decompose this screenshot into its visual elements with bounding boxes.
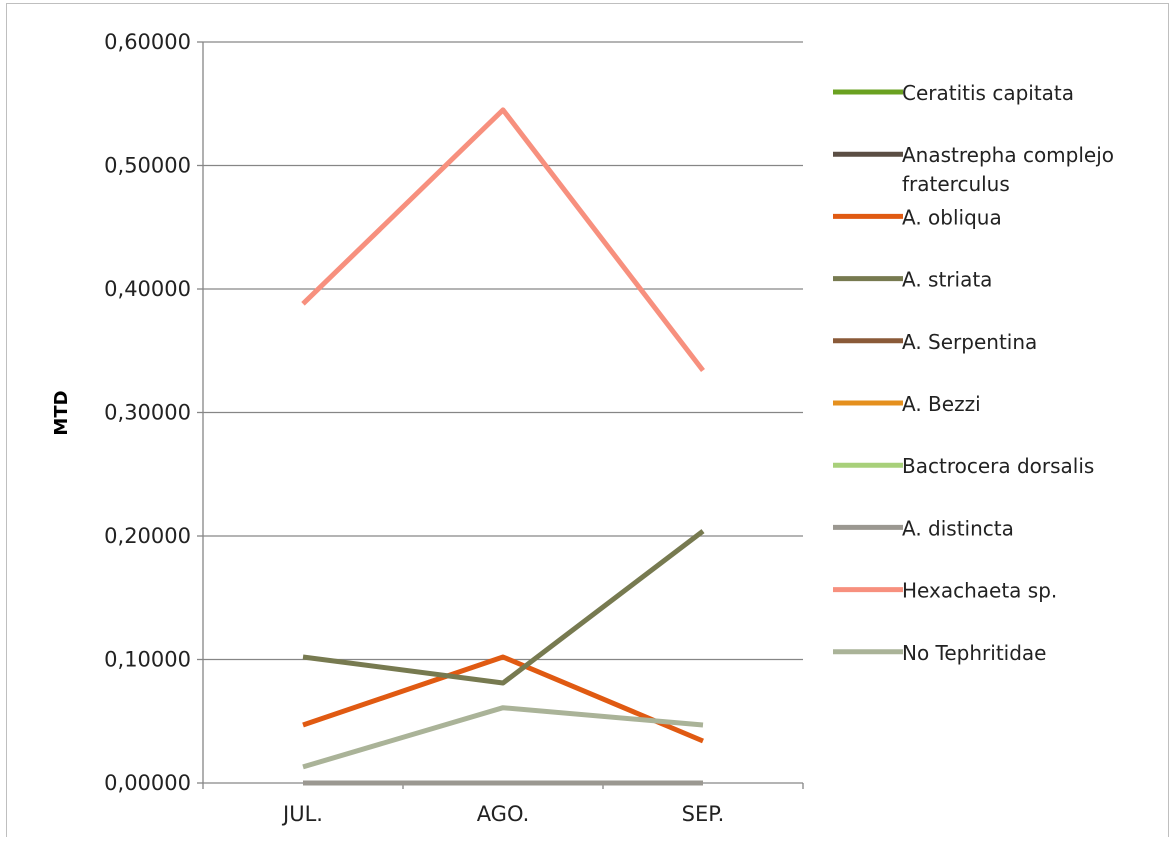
- legend-label: A. striata: [902, 268, 992, 292]
- x-tick-label: JUL.: [281, 802, 323, 826]
- y-tick-label: 0,60000: [104, 30, 191, 54]
- series-line: [302, 529, 705, 686]
- legend-label: A. Serpentina: [902, 330, 1037, 354]
- x-tick-label: AGO.: [477, 802, 530, 826]
- legend-label: No Tephritidae: [902, 641, 1046, 665]
- legend-item: Bactrocera dorsalis: [833, 454, 1094, 478]
- legend-item: A. obliqua: [833, 205, 1002, 229]
- legend-label: fraterculus: [902, 172, 1010, 196]
- axes: [202, 42, 804, 789]
- legend-label: Hexachaeta sp.: [902, 579, 1057, 603]
- gridlines: [197, 41, 803, 784]
- legend-label: A. distincta: [902, 516, 1014, 540]
- legend-label: A. Bezzi: [902, 392, 981, 416]
- x-tick-label: SEP.: [682, 802, 725, 826]
- series-lines: [301, 107, 705, 786]
- chart-frame: [6, 3, 1169, 837]
- legend-label: Ceratitis capitata: [902, 81, 1074, 105]
- series-line: [301, 107, 705, 373]
- legend-label: Anastrepha complejo: [902, 143, 1114, 167]
- y-tick-label: 0,10000: [104, 648, 191, 672]
- y-tick-label: 0,50000: [104, 154, 191, 178]
- legend-item: Hexachaeta sp.: [833, 579, 1057, 603]
- series-line: [302, 705, 704, 770]
- legend-label: Bactrocera dorsalis: [902, 454, 1094, 478]
- legend-item: No Tephritidae: [833, 641, 1046, 665]
- y-tick-label: 0,40000: [104, 277, 191, 301]
- legend-item: A. Bezzi: [833, 392, 981, 416]
- legend: Ceratitis capitata Anastrepha complejo fra…: [833, 81, 1114, 665]
- legend-item: A. distincta: [833, 516, 1014, 540]
- y-axis-title: MTD: [51, 390, 72, 435]
- legend-item: Anastrepha complejo fraterculus: [833, 143, 1114, 196]
- legend-item: A. striata: [833, 268, 992, 292]
- legend-label: A. obliqua: [902, 205, 1002, 229]
- legend-item: A. Serpentina: [833, 330, 1037, 354]
- y-tick-label: 0,00000: [104, 771, 191, 795]
- y-tick-label: 0,20000: [104, 524, 191, 548]
- x-axis-tick-labels: JUL. AGO. SEP.: [281, 802, 724, 826]
- y-tick-label: 0,30000: [104, 401, 191, 425]
- series-line: [302, 654, 704, 744]
- legend-item: Ceratitis capitata: [833, 81, 1074, 105]
- y-axis-tick-labels: 0,00000 0,10000 0,20000 0,30000 0,40000 0,500…: [104, 30, 191, 795]
